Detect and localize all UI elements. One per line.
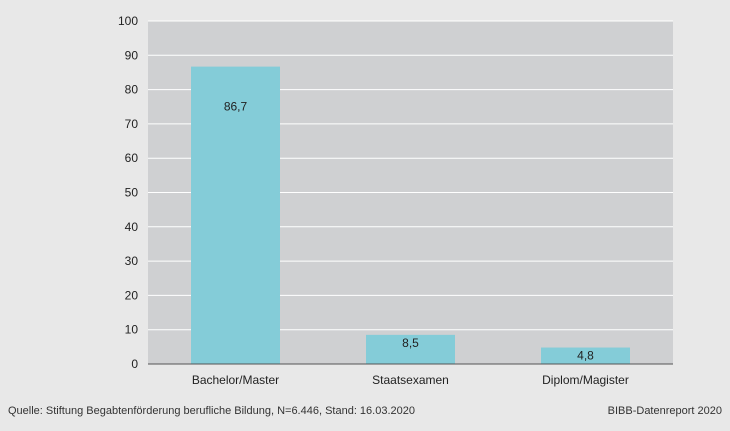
y-tick-label: 70 (125, 117, 139, 131)
y-tick-label: 80 (125, 83, 139, 97)
bar (541, 347, 630, 364)
bar (191, 66, 280, 364)
bar (366, 334, 455, 364)
x-tick-label: Diplom/Magister (542, 373, 629, 387)
y-tick-label: 0 (131, 357, 138, 371)
y-tick-label: 20 (125, 288, 139, 302)
y-tick-label: 100 (118, 14, 138, 28)
y-tick-label: 60 (125, 151, 139, 165)
y-tick-label: 30 (125, 254, 139, 268)
report-label: BIBB-Datenreport 2020 (607, 405, 722, 417)
x-tick-label: Staatsexamen (372, 373, 449, 387)
y-tick-label: 40 (125, 220, 139, 234)
data-label: 4,8 (577, 349, 594, 363)
data-label: 8,5 (402, 336, 419, 350)
x-tick-label: Bachelor/Master (192, 373, 279, 387)
source-note: Quelle: Stiftung Begabtenförderung beruf… (8, 405, 415, 417)
y-tick-label: 90 (125, 48, 139, 62)
data-label: 86,7 (224, 100, 248, 114)
y-tick-label: 50 (125, 186, 139, 200)
y-tick-label: 10 (125, 323, 139, 337)
